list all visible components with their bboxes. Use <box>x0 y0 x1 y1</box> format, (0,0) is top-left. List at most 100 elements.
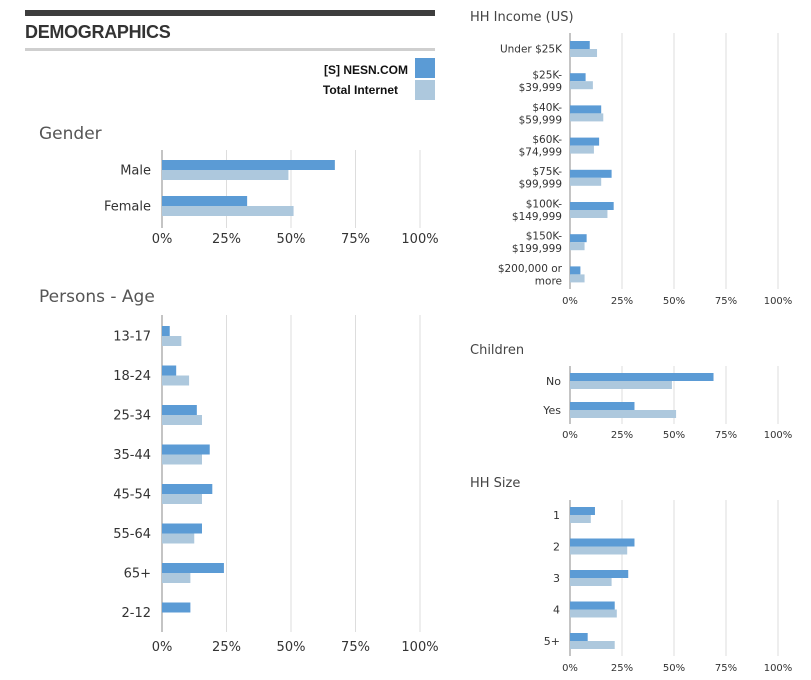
age-bar-nesn <box>162 326 170 336</box>
age-tick-label: 50% <box>277 640 306 655</box>
hhsize-bar-total-internet <box>570 609 617 618</box>
income-tick-label: 75% <box>715 296 737 307</box>
hhsize-category-label: 4 <box>553 603 560 616</box>
hhsize-bar-nesn <box>570 538 635 547</box>
income-tick-label: 100% <box>764 296 793 307</box>
income-category-label: $59,999 <box>519 114 562 126</box>
gender-tick-label: 50% <box>277 232 306 247</box>
hhsize-tick-label: 75% <box>715 663 737 674</box>
income-tick-label: 0% <box>562 296 578 307</box>
gender-bar-total-internet <box>162 206 294 216</box>
children-chart-title: Children <box>470 343 525 358</box>
gender-bar-nesn <box>162 160 335 170</box>
legend-label-nesn: [S] NESN.COM <box>324 63 408 77</box>
income-category-label: $60K- <box>532 134 562 146</box>
age-tick-label: 75% <box>341 640 370 655</box>
children-tick-label: 0% <box>562 430 578 441</box>
gender-tick-label: 0% <box>152 232 173 247</box>
hhsize-tick-label: 100% <box>764 663 793 674</box>
income-bar-nesn <box>570 234 587 243</box>
age-bar-nesn <box>162 444 210 455</box>
children-bar-total-internet <box>570 381 672 389</box>
hhsize-bar-total-internet <box>570 641 615 649</box>
income-category-label: Under $25K <box>500 44 563 56</box>
age-category-label: 35-44 <box>113 448 151 463</box>
age-bar-nesn <box>162 563 224 573</box>
children-tick-label: 50% <box>663 430 685 441</box>
hhsize-category-label: 1 <box>553 509 560 522</box>
income-category-label: more <box>535 275 562 287</box>
hhsize-category-label: 5+ <box>544 635 560 648</box>
gender-category-label: Female <box>104 200 151 215</box>
hhsize-chart-title: HH Size <box>470 476 521 491</box>
income-bar-total-internet <box>570 242 585 251</box>
income-category-label: $99,999 <box>519 179 562 191</box>
children-tick-label: 100% <box>764 430 793 441</box>
age-bar-nesn <box>162 484 213 494</box>
income-bar-total-internet <box>570 274 585 283</box>
income-bar-nesn <box>570 137 600 146</box>
income-category-label: $199,999 <box>512 243 562 255</box>
children-bar-nesn <box>570 402 635 410</box>
age-category-label: 65+ <box>124 567 151 582</box>
income-category-label: $100K- <box>526 198 563 210</box>
income-category-label: $149,999 <box>512 211 562 223</box>
income-bar-nesn <box>570 105 602 114</box>
hhsize-bar-total-internet <box>570 515 591 523</box>
gender-tick-label: 25% <box>212 232 241 247</box>
age-tick-label: 0% <box>152 640 173 655</box>
age-bar-total-internet <box>162 454 202 465</box>
header-divider <box>25 48 435 51</box>
income-bar-total-internet <box>570 113 604 122</box>
income-bar-total-internet <box>570 49 598 57</box>
age-bar-total-internet <box>162 375 190 386</box>
page-heading: DEMOGRAPHICS <box>25 22 171 42</box>
age-bar-total-internet <box>162 415 202 425</box>
income-category-label: $39,999 <box>519 82 562 94</box>
age-bar-nesn <box>162 405 197 415</box>
income-category-label: $75K- <box>532 166 562 178</box>
hhsize-tick-label: 25% <box>611 663 633 674</box>
income-bar-total-internet <box>570 177 602 186</box>
gender-tick-label: 75% <box>341 232 370 247</box>
age-category-label: 45-54 <box>113 488 151 503</box>
income-bar-nesn <box>570 169 612 178</box>
age-category-label: 2-12 <box>121 606 151 621</box>
hhsize-bar-nesn <box>570 601 615 610</box>
gender-bar-nesn <box>162 196 248 206</box>
hhsize-tick-label: 0% <box>562 663 578 674</box>
age-bar-total-internet <box>162 533 195 544</box>
age-bar-total-internet <box>162 336 182 346</box>
income-category-label: $150K- <box>526 231 563 243</box>
income-tick-label: 50% <box>663 296 685 307</box>
gender-tick-label: 100% <box>401 232 438 247</box>
income-bar-total-internet <box>570 81 593 90</box>
hhsize-category-label: 3 <box>553 572 560 585</box>
children-bar-nesn <box>570 373 714 381</box>
age-bar-nesn <box>162 523 202 534</box>
age-category-label: 13-17 <box>113 330 151 345</box>
hhsize-bar-nesn <box>570 570 629 578</box>
income-category-label: $40K- <box>532 102 562 114</box>
age-tick-label: 100% <box>401 640 438 655</box>
income-category-label: $200,000 or <box>498 263 563 275</box>
hhsize-category-label: 2 <box>553 540 560 553</box>
gender-chart-title: Gender <box>39 124 102 144</box>
age-bar-total-internet <box>162 573 191 583</box>
income-category-label: $74,999 <box>519 147 562 159</box>
hhsize-bar-total-internet <box>570 546 628 555</box>
legend-swatch-nesn <box>415 58 435 78</box>
children-tick-label: 75% <box>715 430 737 441</box>
hhsize-tick-label: 50% <box>663 663 685 674</box>
age-bar-total-internet <box>162 494 202 504</box>
children-category-label: No <box>546 375 561 388</box>
income-bar-nesn <box>570 73 586 82</box>
age-bar-nesn <box>162 365 177 376</box>
age-chart-title: Persons - Age <box>39 287 155 307</box>
gender-bar-total-internet <box>162 170 289 180</box>
hhsize-bar-nesn <box>570 507 595 515</box>
income-bar-total-internet <box>570 145 594 154</box>
age-tick-label: 25% <box>212 640 241 655</box>
income-bar-nesn <box>570 41 590 49</box>
